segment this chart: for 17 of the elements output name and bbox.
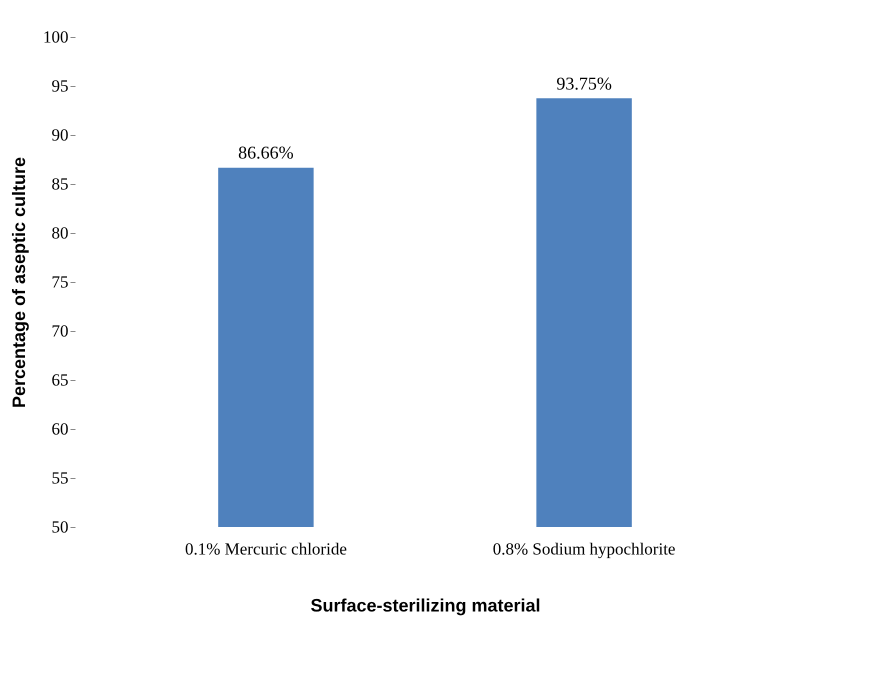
y-tick-label: 85 (52, 174, 68, 194)
y-tick-label: 55 (52, 468, 68, 488)
x-tick-label: 0.8% Sodium hypochlorite (492, 540, 676, 558)
x-axis-title: Surface-sterilizing material (310, 596, 541, 616)
y-tick-label: 75 (52, 272, 68, 292)
x-tick-label: 0.1% Mercuric chloride (184, 540, 347, 558)
data-label: 93.75% (556, 73, 612, 94)
y-tick-label: 50 (52, 518, 68, 536)
y-tick-label: 65 (52, 370, 68, 390)
data-label: 86.66% (238, 142, 294, 163)
y-tick-label: 60 (52, 420, 68, 438)
y-tick-label: 70 (52, 322, 68, 340)
y-axis-title: Percentage of aseptic culture (9, 156, 29, 408)
y-tick-label: 90 (52, 126, 68, 144)
y-tick-label: 100 (43, 28, 68, 46)
y-tick-label: 80 (52, 224, 68, 242)
y-tick-label: 95 (52, 76, 68, 96)
